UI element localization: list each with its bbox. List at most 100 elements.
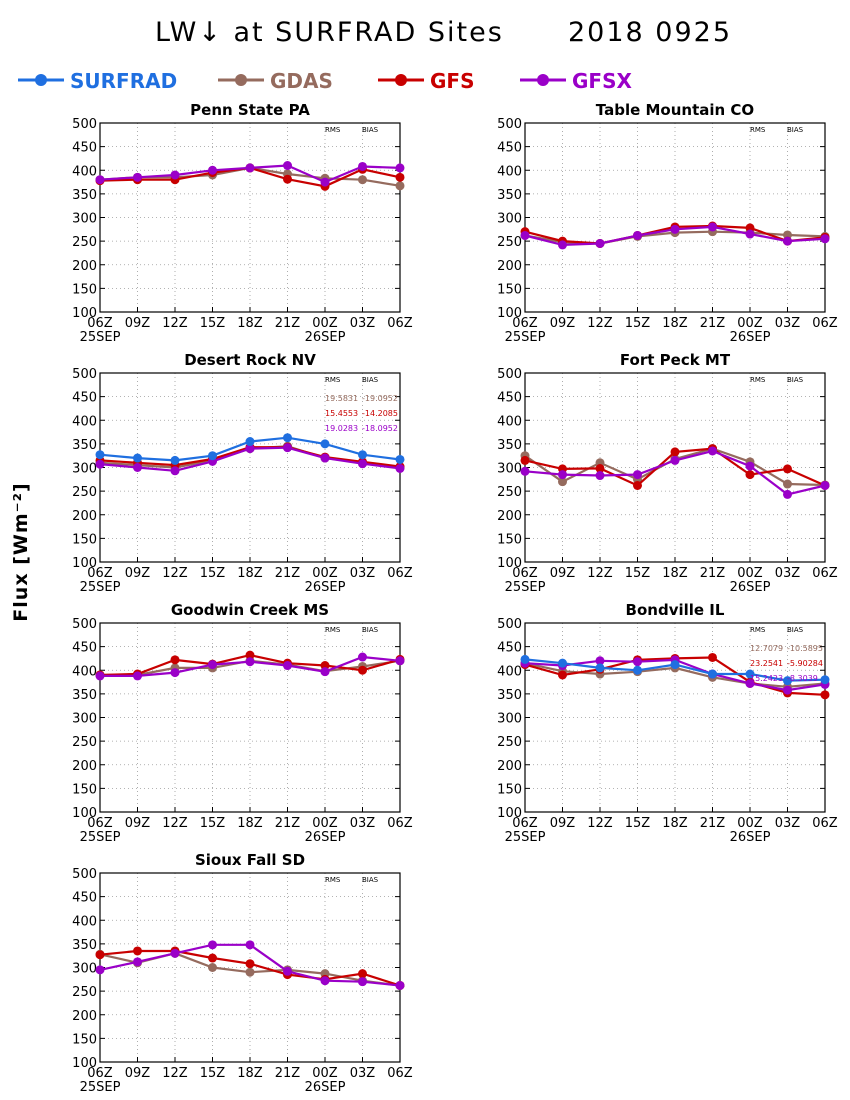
legend-label: GDAS xyxy=(270,69,333,93)
y-tick-label: 500 xyxy=(72,867,97,882)
data-point xyxy=(358,450,367,460)
y-tick-label: 500 xyxy=(72,367,97,382)
data-point xyxy=(820,234,830,244)
x-date-label: 25SEP xyxy=(80,580,121,595)
data-point xyxy=(745,678,755,688)
data-point xyxy=(358,652,367,662)
chart-panels: Penn State PA 100 150 200 250 300 350 400 450 500… xyxy=(72,101,838,1095)
data-point xyxy=(783,676,792,686)
data-point xyxy=(395,980,405,990)
x-tick-label: 09Z xyxy=(125,316,151,331)
data-point xyxy=(208,953,217,963)
x-date-label: 26SEP xyxy=(305,830,346,845)
x-tick-label: 15Z xyxy=(625,316,651,331)
data-point xyxy=(283,443,292,453)
y-tick-label: 150 xyxy=(72,1032,97,1047)
data-point xyxy=(358,665,367,675)
data-point xyxy=(670,455,680,465)
y-tick-label: 450 xyxy=(497,391,522,406)
data-point xyxy=(595,471,605,481)
x-tick-label: 06Z xyxy=(387,816,413,831)
data-point xyxy=(783,489,792,499)
y-tick-label: 300 xyxy=(72,462,97,477)
legend-label: GFSX xyxy=(572,69,632,93)
data-point xyxy=(395,172,405,182)
data-point xyxy=(170,655,180,665)
data-point xyxy=(395,463,405,473)
data-point xyxy=(133,946,142,956)
x-tick-label: 12Z xyxy=(162,816,188,831)
panel-title: Desert Rock NV xyxy=(184,351,316,369)
y-tick-label: 500 xyxy=(72,117,97,132)
data-point xyxy=(95,459,105,469)
data-point xyxy=(208,963,217,972)
data-point xyxy=(783,479,792,489)
y-tick-label: 450 xyxy=(72,141,97,156)
y-tick-label: 350 xyxy=(497,188,522,203)
data-point xyxy=(133,453,142,463)
x-date-label: 25SEP xyxy=(80,830,121,845)
data-point xyxy=(95,671,105,681)
data-point xyxy=(283,161,292,171)
legend-label: SURFRAD xyxy=(70,69,177,93)
x-tick-label: 03Z xyxy=(775,816,801,831)
panel-desert-rock-nv: Desert Rock NV 100 150 200 250 300 350 400 450 50… xyxy=(72,351,413,595)
x-tick-label: 12Z xyxy=(162,566,188,581)
y-tick-label: 350 xyxy=(72,188,97,203)
legend-marker xyxy=(537,74,549,86)
data-point xyxy=(358,161,367,171)
y-tick-label: 150 xyxy=(497,532,522,547)
data-point xyxy=(320,667,330,677)
stats-rms-gfsx: 19.0283 xyxy=(325,424,358,433)
stats-header-bias: BIAS xyxy=(362,626,379,634)
data-point xyxy=(708,222,717,232)
data-point xyxy=(170,455,180,465)
y-tick-label: 100 xyxy=(497,306,522,321)
x-date-label: 25SEP xyxy=(505,330,546,345)
data-point xyxy=(245,650,255,660)
data-point xyxy=(708,446,717,456)
x-tick-label: 06Z xyxy=(87,816,113,831)
x-tick-label: 21Z xyxy=(275,316,301,331)
x-tick-label: 21Z xyxy=(275,566,301,581)
data-point xyxy=(133,172,142,182)
data-point xyxy=(670,660,680,670)
y-tick-label: 250 xyxy=(72,985,97,1000)
figure-title: LW↓ at SURFRAD Sites xyxy=(155,17,504,48)
stats-bias-gfs: -5.90284 xyxy=(787,659,823,668)
y-tick-label: 500 xyxy=(497,117,522,132)
y-tick-label: 200 xyxy=(72,259,97,274)
y-tick-label: 200 xyxy=(497,509,522,524)
panel-title: Sioux Fall SD xyxy=(195,851,305,869)
data-point xyxy=(245,444,255,454)
data-point xyxy=(670,447,680,457)
x-tick-label: 21Z xyxy=(275,816,301,831)
x-tick-label: 09Z xyxy=(550,316,576,331)
x-tick-label: 03Z xyxy=(350,316,376,331)
stats-rms-gfs: 15.4553 xyxy=(325,409,358,418)
data-point xyxy=(245,940,255,950)
data-point xyxy=(283,966,292,976)
panel-penn-state-pa: Penn State PA 100 150 200 250 300 350 400 450 500… xyxy=(72,101,413,345)
data-point xyxy=(783,464,792,474)
data-point xyxy=(520,654,530,664)
y-tick-label: 200 xyxy=(497,759,522,774)
data-point xyxy=(208,660,217,670)
data-point xyxy=(320,976,330,986)
y-tick-label: 250 xyxy=(72,735,97,750)
x-tick-label: 03Z xyxy=(775,566,801,581)
data-point xyxy=(595,463,605,473)
data-point xyxy=(708,669,717,679)
x-tick-label: 09Z xyxy=(125,1066,151,1081)
data-point xyxy=(320,453,330,463)
stats-header-rms: RMS xyxy=(750,626,766,634)
y-tick-label: 250 xyxy=(497,235,522,250)
y-tick-label: 100 xyxy=(72,1056,97,1071)
y-tick-label: 350 xyxy=(72,438,97,453)
x-tick-label: 06Z xyxy=(812,566,838,581)
series-gfsx xyxy=(520,446,830,499)
y-tick-label: 300 xyxy=(497,462,522,477)
x-date-label: 25SEP xyxy=(505,830,546,845)
x-tick-label: 18Z xyxy=(237,316,263,331)
x-tick-label: 21Z xyxy=(275,1066,301,1081)
